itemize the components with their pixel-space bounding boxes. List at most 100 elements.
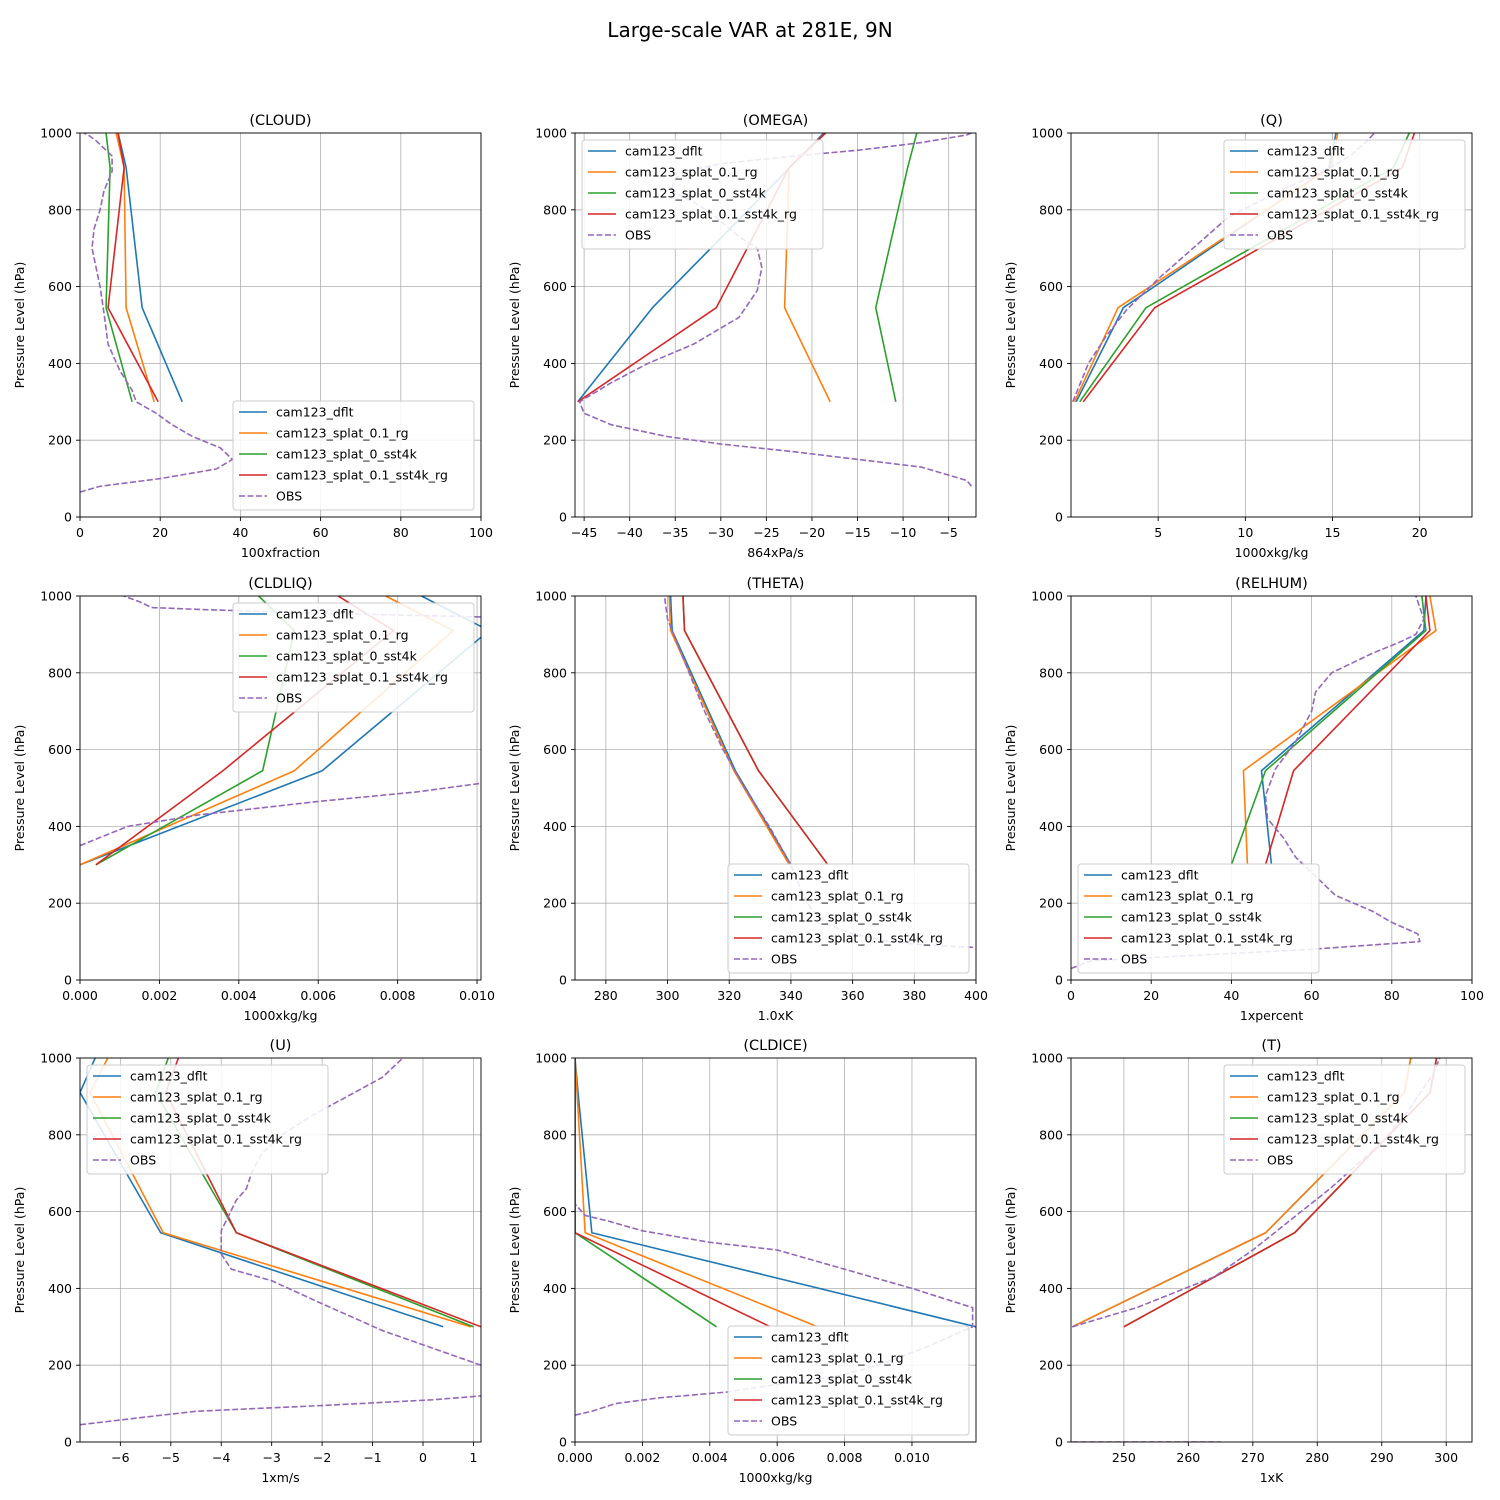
y-tick-label: 1000 [40, 589, 72, 604]
legend-label: cam123_splat_0_sst4k [1267, 186, 1409, 201]
x-tick-label: −6 [111, 1450, 129, 1465]
y-tick-label: 800 [48, 665, 72, 680]
legend-box [1077, 863, 1320, 974]
y-tick-label: 600 [48, 1204, 72, 1219]
y-axis-label: Pressure Level (hPa) [1003, 725, 1018, 852]
x-tick-label: 100 [469, 525, 493, 540]
y-tick-label: 200 [1039, 896, 1063, 911]
x-axis-label: 1xpercent [1240, 1008, 1303, 1023]
x-tick-label: −15 [844, 525, 870, 540]
x-tick-label: −35 [662, 525, 688, 540]
x-tick-label: 360 [841, 988, 865, 1003]
y-tick-label: 0 [1055, 973, 1063, 988]
x-axis-label: 100xfraction [241, 545, 320, 560]
panel-title: (CLOUD) [249, 113, 311, 129]
legend-label: OBS [1267, 1153, 1293, 1168]
series-line-cam123-splat-0-1-sst4k-rg [682, 596, 829, 866]
legend-label: cam123_splat_0.1_sst4k_rg [1267, 207, 1439, 222]
x-tick-label: 0.004 [692, 1450, 728, 1465]
x-tick-label: 280 [1305, 1450, 1329, 1465]
y-tick-label: 200 [1039, 1358, 1063, 1373]
series-line-obs [1071, 596, 1425, 970]
axes-frame [1070, 132, 1473, 518]
x-tick-label: −4 [212, 1450, 230, 1465]
x-tick-label: 300 [1434, 1450, 1458, 1465]
legend-label: cam123_splat_0_sst4k [276, 447, 418, 462]
series-line-cam123-splat-0-1-rg [668, 596, 791, 866]
series-line-cam123-splat-0-1-sst4k-rg [575, 1058, 771, 1328]
legend-label: OBS [771, 952, 797, 967]
series-line-cam123-dflt [669, 596, 792, 866]
y-tick-label: 600 [543, 279, 567, 294]
legend-box [232, 602, 475, 713]
series-line-cam123-splat-0-1-rg [1242, 596, 1437, 865]
y-tick-label: 400 [48, 819, 72, 834]
x-tick-label: 15 [1325, 525, 1341, 540]
panel-title: (CLDLIQ) [248, 576, 312, 592]
y-tick-label: 400 [48, 1281, 72, 1296]
x-tick-label: 280 [594, 988, 618, 1003]
y-tick-label: 0 [1055, 510, 1063, 525]
x-tick-label: −5 [939, 525, 957, 540]
y-tick-label: 200 [48, 1358, 72, 1373]
y-tick-label: 800 [1039, 665, 1063, 680]
legend: cam123_dflt cam123_splat_0.1_rg cam123_spl… [1077, 863, 1320, 974]
series-line-cam123-splat-0-sst4k [1230, 596, 1427, 866]
y-tick-label: 800 [1039, 1127, 1063, 1142]
x-tick-label: 290 [1370, 1450, 1394, 1465]
y-axis-label: Pressure Level (hPa) [1003, 262, 1018, 389]
legend-label: OBS [771, 1414, 797, 1429]
panel-title: (RELHUM) [1235, 576, 1308, 592]
x-axis-label: 1000xkg/kg [1235, 545, 1309, 560]
legend-label: cam123_dflt [771, 1330, 849, 1345]
y-tick-label: 200 [48, 433, 72, 448]
y-tick-label: 600 [1039, 279, 1063, 294]
series-line-obs [575, 1203, 974, 1416]
legend-box [232, 400, 475, 511]
legend-label: cam123_splat_0.1_sst4k_rg [276, 670, 448, 685]
axes-frame [79, 595, 482, 981]
y-tick-label: 400 [543, 1281, 567, 1296]
legend-label: cam123_splat_0.1_sst4k_rg [1267, 1132, 1439, 1147]
x-tick-label: 0.006 [759, 1450, 795, 1465]
panel-t: 250 260 270 280 290 300 0 200 400 600 800 1000 (T) 1x… [1003, 1038, 1473, 1485]
series-line-cam123-splat-0-sst4k [682, 596, 829, 866]
y-tick-label: 600 [48, 279, 72, 294]
axes-frame [1070, 1057, 1473, 1443]
x-axis-label: 1000xkg/kg [244, 1008, 318, 1023]
legend-label: cam123_splat_0.1_sst4k_rg [130, 1132, 302, 1147]
legend-label: cam123_dflt [130, 1069, 208, 1084]
legend-box [727, 1325, 970, 1436]
legend-label: cam123_dflt [1267, 1069, 1345, 1084]
figure-title: Large-scale VAR at 281E, 9N [607, 18, 892, 42]
y-tick-label: 800 [48, 202, 72, 217]
legend-label: cam123_splat_0.1_sst4k_rg [1121, 931, 1293, 946]
x-tick-label: 0.004 [221, 988, 257, 1003]
legend-label: cam123_splat_0.1_sst4k_rg [771, 931, 943, 946]
y-axis-label: Pressure Level (hPa) [12, 262, 27, 389]
legend-label: cam123_dflt [276, 607, 354, 622]
x-tick-label: −10 [890, 525, 916, 540]
y-axis-label: Pressure Level (hPa) [12, 1187, 27, 1314]
x-tick-label: −25 [753, 525, 779, 540]
y-tick-label: 0 [559, 1435, 567, 1450]
legend-label: cam123_splat_0.1_sst4k_rg [276, 468, 448, 483]
series-line-cam123-splat-0-sst4k [105, 133, 133, 403]
legend-label: cam123_splat_0_sst4k [1267, 1111, 1409, 1126]
panel-relhum: 0 20 40 60 80 10002004006008001000(RELHUM)1xp… [1003, 576, 1484, 1023]
panel-cldice: 0.000 0.002 0.004 0.006 0.008 0.010 0 200 400 600… [507, 1038, 977, 1485]
legend: cam123_dflt cam123_splat_0.1_rg cam123_spl… [727, 1325, 970, 1436]
y-axis-label: Pressure Level (hPa) [507, 725, 522, 852]
legend-label: cam123_dflt [1267, 144, 1345, 159]
x-tick-label: 0.000 [62, 988, 98, 1003]
x-tick-label: 60 [313, 525, 329, 540]
axes-frame [574, 1057, 977, 1443]
y-tick-label: 800 [543, 665, 567, 680]
legend: cam123_dflt cam123_splat_0.1_rg cam123_spl… [727, 863, 970, 974]
y-axis-label: Pressure Level (hPa) [12, 725, 27, 852]
legend: cam123_dflt cam123_splat_0.1_rg cam123_spl… [581, 139, 824, 250]
legend-label: cam123_splat_0.1_rg [771, 1351, 904, 1366]
legend-label: cam123_dflt [276, 405, 354, 420]
y-axis-label: Pressure Level (hPa) [507, 1187, 522, 1314]
legend-label: cam123_dflt [771, 868, 849, 883]
